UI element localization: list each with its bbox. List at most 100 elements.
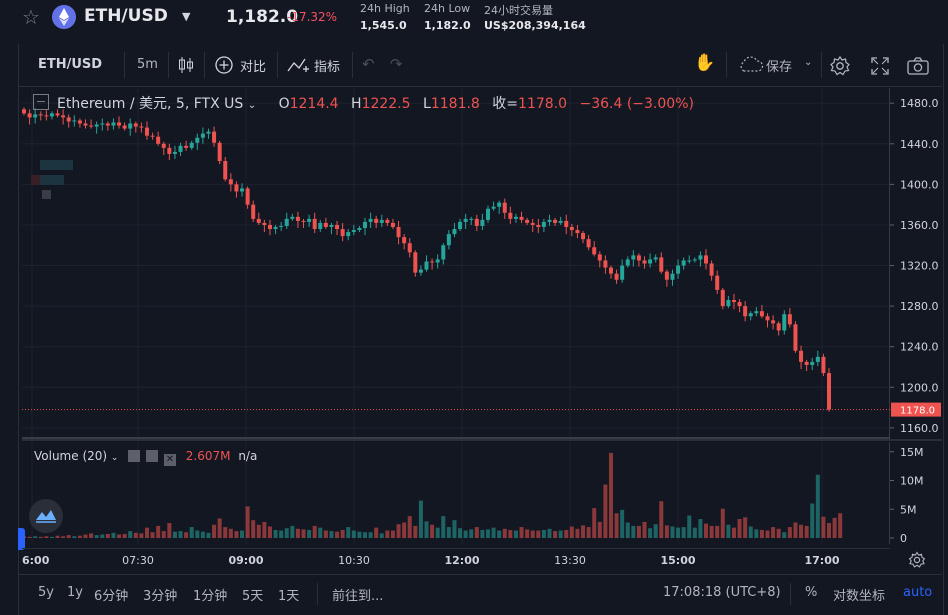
hand-icon[interactable]: ✋ [694,53,716,73]
volume-bar [441,516,446,538]
volume-bar [418,500,423,538]
candle-body [167,147,172,154]
candle-body [799,350,804,362]
volume-bar [787,527,792,538]
camera-icon[interactable] [906,56,930,76]
volume-bar [793,522,798,538]
volume-bar [307,529,312,538]
percent-toggle[interactable]: % [805,585,818,600]
range-3m[interactable]: 3分钟 [143,589,178,604]
depth-ghost [40,160,73,170]
volume-bar [815,474,820,538]
volume-bar [698,519,703,538]
candle-body [228,179,233,185]
volume-bar [704,523,709,538]
chevron-down-icon[interactable]: ⌄ [247,100,257,111]
candle-body [413,252,418,273]
gear-icon[interactable] [829,55,851,77]
candle-body [553,219,558,223]
candle-body [748,313,753,317]
legend-symbol[interactable]: Ethereum / 美元, 5, FTX US [57,96,244,112]
candle-body [743,306,748,317]
candle-body [676,265,681,274]
plus-circle-icon[interactable] [214,55,234,75]
range-1d[interactable]: 1天 [278,589,300,604]
eye-icon[interactable] [128,450,141,462]
redo-icon[interactable]: ↷ [390,55,403,73]
tradingview-logo[interactable] [29,499,63,533]
candle-body [625,259,630,266]
interval-button[interactable]: 5m [137,57,158,72]
candle-body [402,237,407,244]
symbol-button[interactable]: ETH/USD [38,57,103,72]
candle-body [480,219,485,226]
candle-body [100,123,105,125]
auto-scale-toggle[interactable]: auto [903,585,933,600]
range-6m[interactable]: 6分钟 [94,589,129,604]
star-icon[interactable]: ☆ [22,5,40,29]
toolbar-divider [124,52,125,78]
volume-bar [670,526,675,538]
range-1m[interactable]: 1分钟 [193,589,228,604]
log-scale-toggle[interactable]: 对数坐标 [833,589,886,604]
cloud-icon[interactable] [738,56,764,74]
candle-body [810,361,815,365]
indicators-button[interactable]: 指标 [314,60,341,75]
x-tick-label: 12:00 [444,554,479,567]
chevron-down-icon[interactable]: ⌄ [804,57,813,68]
fullscreen-icon[interactable] [870,56,890,76]
goto-button[interactable]: 前往到... [332,589,384,604]
volume-bar [664,525,669,538]
volume-bar [838,513,843,538]
settings-icon[interactable] [908,551,926,569]
volume-bar [743,517,748,538]
time-axis[interactable]: 6:00 07:30 09:00 10:30 12:00 13:30 15:00 17:00 [22,548,890,572]
undo-icon[interactable]: ↶ [362,55,375,73]
volume-bar [435,527,440,538]
settings-icon[interactable] [146,450,159,462]
volume-bar [44,536,49,538]
collapse-legend-button[interactable] [33,94,49,110]
save-button[interactable]: 保存 [766,60,793,75]
candle-body [105,123,110,126]
candle-body [536,224,541,227]
volume-na: n/a [238,449,258,463]
close-icon[interactable]: ✕ [163,454,176,466]
market-header: ☆ ETH/USD ▼ 1,182.0 -17.32% 24h High 1,5… [0,0,948,40]
candles-icon[interactable] [178,56,194,74]
chevron-down-icon[interactable]: ⌄ [110,453,119,463]
x-tick-label: 10:30 [338,554,370,567]
candle-body [664,271,669,280]
candle-body [731,300,736,303]
range-5d[interactable]: 5天 [242,589,264,604]
volume-chart[interactable]: 15M 10M 5M 0 [22,442,924,545]
candle-body [189,142,194,148]
candle-body [821,356,826,374]
clock-time[interactable]: 17:08:18 (UTC+8) [663,585,781,600]
toolbar-divider [790,583,791,605]
volume-bar [318,527,323,538]
volume-bar [329,531,334,538]
volume-tick-label: 5M [900,503,917,516]
pair-name[interactable]: ETH/USD [84,6,168,26]
indicator-icon[interactable] [286,55,310,75]
compare-button[interactable]: 对比 [240,60,267,75]
last-price-label: 1178.0 [900,406,935,417]
candle-body [33,114,38,118]
volume-title[interactable]: Volume (20) [34,449,108,463]
candle-body [687,260,692,262]
side-toggle-handle[interactable] [18,528,25,550]
volume-bar [827,523,831,538]
range-1y[interactable]: 1y [67,585,83,600]
chart-toolbar: ETH/USD 5m 对比 指标 ↶ ↷ ✋ 保存 ⌄ [18,44,942,87]
volume-bar [228,528,233,538]
candle-body [513,216,518,219]
range-5y[interactable]: 5y [38,585,54,600]
candle-body [89,125,94,127]
pane-divider[interactable] [22,439,942,441]
price-chart[interactable]: 1480.0 1440.0 1400.0 1360.0 1320.0 1280.0 1240… [22,88,941,439]
caret-down-icon[interactable]: ▼ [182,10,191,23]
stat-low-label: 24h Low [424,2,471,15]
toolbar-divider [204,52,205,78]
candle-body [172,151,177,154]
